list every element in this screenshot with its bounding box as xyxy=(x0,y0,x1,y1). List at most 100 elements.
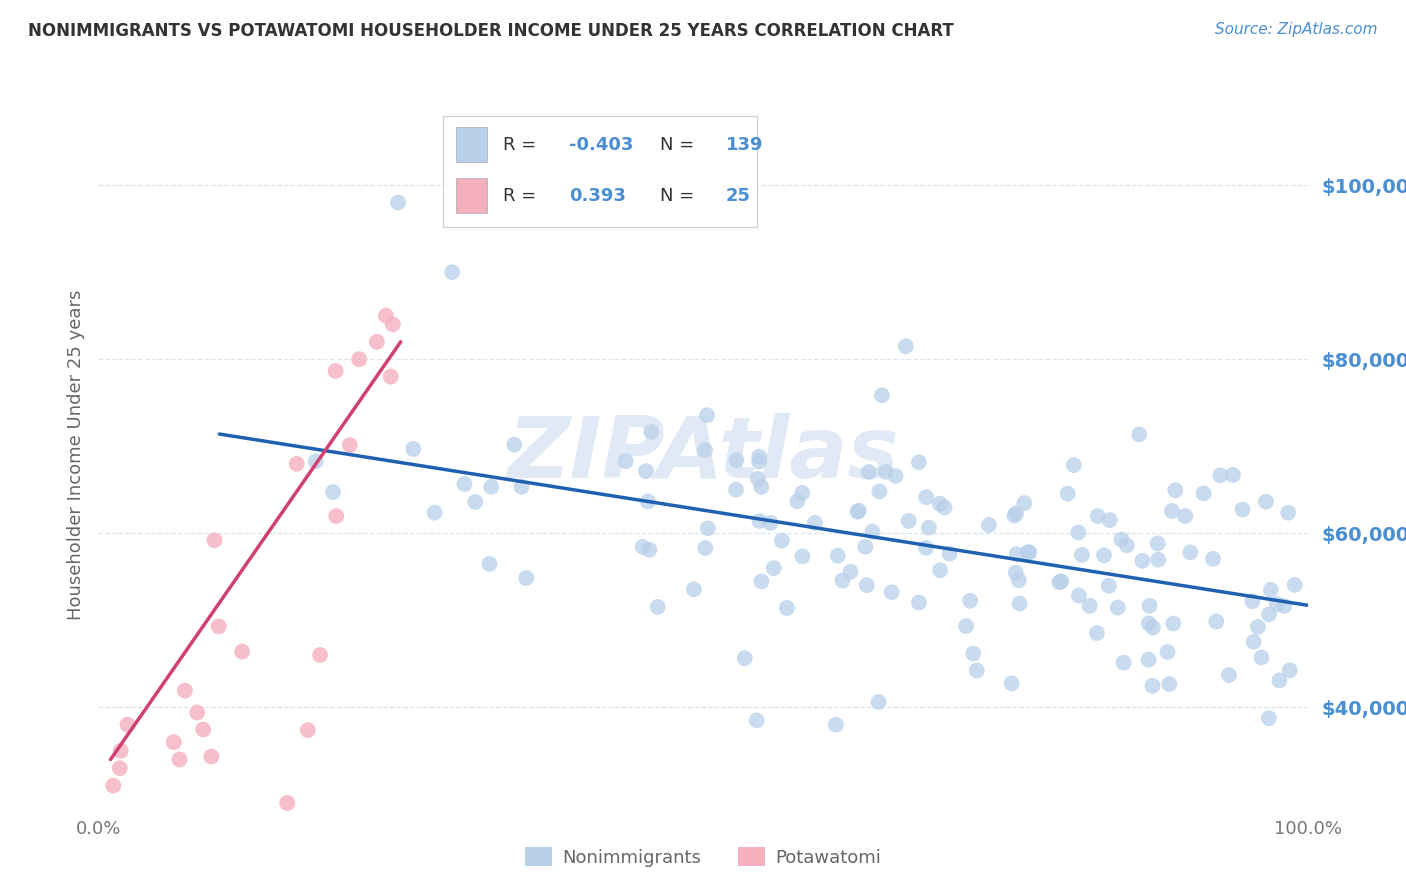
Point xyxy=(117,717,139,731)
Point xyxy=(770,533,793,548)
Point xyxy=(1107,600,1129,615)
Point xyxy=(870,388,893,402)
Point xyxy=(464,495,486,509)
Point xyxy=(1250,650,1272,665)
Point xyxy=(1098,513,1121,527)
Text: NONIMMIGRANTS VS POTAWATOMI HOUSEHOLDER INCOME UNDER 25 YEARS CORRELATION CHART: NONIMMIGRANTS VS POTAWATOMI HOUSEHOLDER … xyxy=(28,22,953,40)
Point xyxy=(1018,545,1040,559)
Point xyxy=(1067,525,1090,540)
Point xyxy=(173,683,195,698)
Point xyxy=(875,465,897,479)
Point xyxy=(1112,656,1135,670)
Point xyxy=(441,265,464,279)
Point xyxy=(853,540,876,554)
Point xyxy=(503,438,526,452)
Point xyxy=(305,454,328,468)
Text: ZIPAtlas: ZIPAtlas xyxy=(508,413,898,497)
Point xyxy=(868,484,890,499)
Point xyxy=(860,524,883,539)
Point xyxy=(915,541,938,555)
Point xyxy=(325,364,347,378)
Point xyxy=(683,582,706,597)
Point xyxy=(938,547,960,561)
Point xyxy=(1017,545,1039,559)
Point xyxy=(339,438,361,452)
Point xyxy=(1142,679,1164,693)
Point xyxy=(1142,620,1164,634)
Point xyxy=(966,664,988,678)
Point xyxy=(1278,663,1301,677)
Point xyxy=(934,500,956,515)
Point xyxy=(322,485,344,500)
Point xyxy=(1202,552,1225,566)
Point xyxy=(614,454,637,468)
Point xyxy=(163,735,186,749)
Point xyxy=(1008,597,1031,611)
Point xyxy=(1147,552,1170,566)
Point xyxy=(855,578,877,592)
Point xyxy=(634,464,657,478)
Point xyxy=(1087,508,1109,523)
Point xyxy=(745,714,768,728)
Point xyxy=(959,593,981,607)
Point xyxy=(1111,533,1133,547)
Point xyxy=(638,542,661,557)
Point xyxy=(110,744,132,758)
Point xyxy=(423,506,446,520)
Point xyxy=(1218,668,1240,682)
Point xyxy=(1001,676,1024,690)
Point xyxy=(366,334,388,349)
Point xyxy=(208,619,231,633)
Point xyxy=(1005,506,1028,520)
Point xyxy=(1254,494,1277,508)
Point xyxy=(918,521,941,535)
Point xyxy=(1002,508,1025,523)
Point xyxy=(103,779,125,793)
Point xyxy=(929,563,952,577)
Point xyxy=(897,514,920,528)
Legend: Nonimmigrants, Potawatomi: Nonimmigrants, Potawatomi xyxy=(517,840,889,874)
Point xyxy=(1161,504,1184,518)
Point xyxy=(928,497,950,511)
Point xyxy=(1070,548,1092,562)
Point xyxy=(1050,574,1073,589)
Point xyxy=(1115,538,1137,552)
Point xyxy=(846,505,869,519)
Point xyxy=(297,723,319,738)
Point xyxy=(193,723,215,737)
Point xyxy=(748,454,770,468)
Point xyxy=(759,516,782,530)
Point xyxy=(1128,427,1150,442)
Point xyxy=(1139,599,1161,613)
Point xyxy=(955,619,977,633)
Point xyxy=(231,644,253,658)
Point xyxy=(1222,467,1244,482)
Point xyxy=(751,480,773,494)
Point xyxy=(169,752,191,766)
Point xyxy=(515,571,537,585)
Point xyxy=(1232,502,1254,516)
Point xyxy=(1277,506,1299,520)
Point xyxy=(640,425,662,439)
Point xyxy=(824,717,846,731)
Point xyxy=(510,480,533,494)
Point xyxy=(1258,607,1281,622)
Point xyxy=(647,599,669,614)
Point xyxy=(1268,673,1291,688)
Text: Source: ZipAtlas.com: Source: ZipAtlas.com xyxy=(1215,22,1378,37)
Point xyxy=(1137,653,1160,667)
Point xyxy=(453,477,475,491)
Point xyxy=(204,533,226,548)
Point xyxy=(1078,599,1101,613)
Point xyxy=(1067,589,1090,603)
Point xyxy=(387,195,409,210)
Point xyxy=(380,369,402,384)
Point xyxy=(1005,547,1028,561)
Point xyxy=(374,309,396,323)
Point xyxy=(1146,536,1168,550)
Point xyxy=(1063,458,1085,472)
Point xyxy=(1260,582,1282,597)
Point xyxy=(1085,626,1108,640)
Point xyxy=(748,514,770,528)
Point xyxy=(696,521,718,535)
